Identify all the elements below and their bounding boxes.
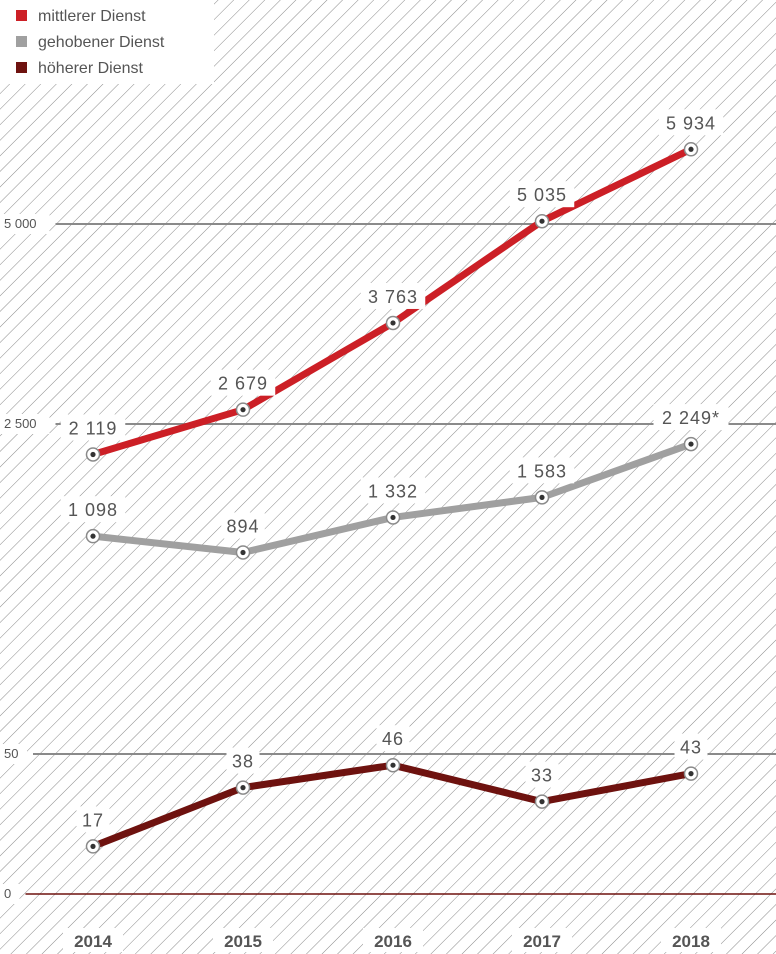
y-tick-label-1: 50	[4, 746, 18, 761]
data-label-2-2: 46	[382, 729, 404, 749]
y-tick-label-2: 2 500	[4, 416, 37, 431]
data-label-2-3: 33	[531, 766, 553, 786]
x-tick-label-4: 2018	[672, 932, 710, 951]
data-labels: 2 119 2 679 3 763 5 035 5 934 1 098 894 1 332 1 …	[60, 109, 729, 833]
point-1-2	[385, 510, 401, 525]
data-label-bg-1-3	[509, 457, 575, 484]
data-label-0-3: 5 035	[517, 185, 567, 205]
data-label-bg-2-4	[674, 733, 708, 760]
y-tick-bg-2	[0, 414, 50, 434]
x-tick-bg-2	[363, 928, 423, 952]
point-0-0	[85, 447, 101, 462]
x-tick-label-2: 2016	[374, 932, 412, 951]
data-label-bg-0-2	[360, 282, 426, 309]
data-label-bg-2-2	[376, 725, 410, 752]
point-0-3	[534, 213, 550, 229]
data-label-2-0: 17	[82, 810, 104, 830]
x-tick-label-1: 2015	[224, 932, 262, 951]
data-label-0-4: 5 934	[666, 113, 716, 133]
legend-swatch-0	[16, 10, 27, 21]
point-1-1	[235, 545, 251, 560]
data-label-0-1: 2 679	[218, 374, 268, 394]
data-label-bg-2-0	[76, 806, 110, 833]
legend-item-2: höherer Dienst	[16, 60, 144, 77]
y-tick-label-3: 5 000	[4, 216, 37, 231]
data-label-2-4: 43	[680, 738, 702, 758]
point-1-3	[534, 490, 550, 505]
data-label-0-0: 2 119	[69, 418, 118, 438]
x-tick-bg-0	[63, 928, 123, 952]
point-1-4	[683, 436, 699, 452]
x-tick-label-3: 2017	[523, 932, 561, 951]
y-tick-bg-1	[0, 744, 27, 764]
point-1-0	[85, 528, 101, 544]
y-tick-bg-3	[0, 214, 50, 234]
data-label-bg-0-3	[509, 181, 575, 208]
legend: mittlerer Dienst gehobener Dienst höherer …	[0, 0, 214, 84]
legend-label-2: höherer Dienst	[38, 60, 144, 77]
data-label-bg-0-1	[210, 369, 276, 396]
legend-item-1: gehobener Dienst	[16, 34, 165, 51]
x-tick-label-0: 2014	[74, 932, 112, 951]
data-label-0-2: 3 763	[368, 287, 418, 307]
x-axis: 2014 2015 2016 2017 2018	[63, 928, 721, 952]
series	[85, 142, 699, 854]
data-label-bg-1-0	[60, 496, 126, 523]
data-label-1-1: 894	[226, 516, 259, 536]
point-2-2	[385, 757, 401, 773]
legend-swatch-1	[16, 36, 27, 47]
point-2-4	[683, 766, 699, 781]
data-label-2-1: 38	[232, 752, 254, 772]
legend-background	[0, 0, 214, 84]
point-0-1	[235, 402, 251, 417]
data-label-bg-2-3	[525, 761, 559, 788]
point-0-4	[683, 142, 699, 157]
data-label-1-2: 1 332	[368, 481, 418, 501]
point-0-2	[385, 315, 401, 331]
point-2-3	[534, 794, 550, 809]
data-label-bg-2-1	[226, 747, 260, 774]
data-label-1-4: 2 249*	[662, 408, 720, 428]
legend-label-0: mittlerer Dienst	[38, 8, 146, 25]
data-label-bg-1-2	[360, 477, 426, 504]
x-tick-bg-4	[661, 928, 721, 952]
y-tick-bg-0	[0, 884, 20, 904]
x-tick-bg-1	[213, 928, 273, 952]
data-label-bg-0-0	[60, 414, 126, 441]
y-tick-label-0: 0	[4, 886, 11, 901]
legend-item-0: mittlerer Dienst	[16, 8, 146, 25]
data-label-bg-1-1	[221, 512, 265, 539]
data-label-1-0: 1 098	[68, 500, 118, 520]
data-label-bg-1-4	[653, 404, 729, 431]
point-2-1	[235, 780, 251, 795]
x-tick-bg-3	[512, 928, 572, 952]
legend-swatch-2	[16, 62, 27, 73]
data-label-1-3: 1 583	[517, 461, 567, 481]
point-2-0	[85, 839, 101, 854]
data-label-bg-0-4	[658, 109, 724, 136]
legend-label-1: gehobener Dienst	[38, 34, 165, 51]
